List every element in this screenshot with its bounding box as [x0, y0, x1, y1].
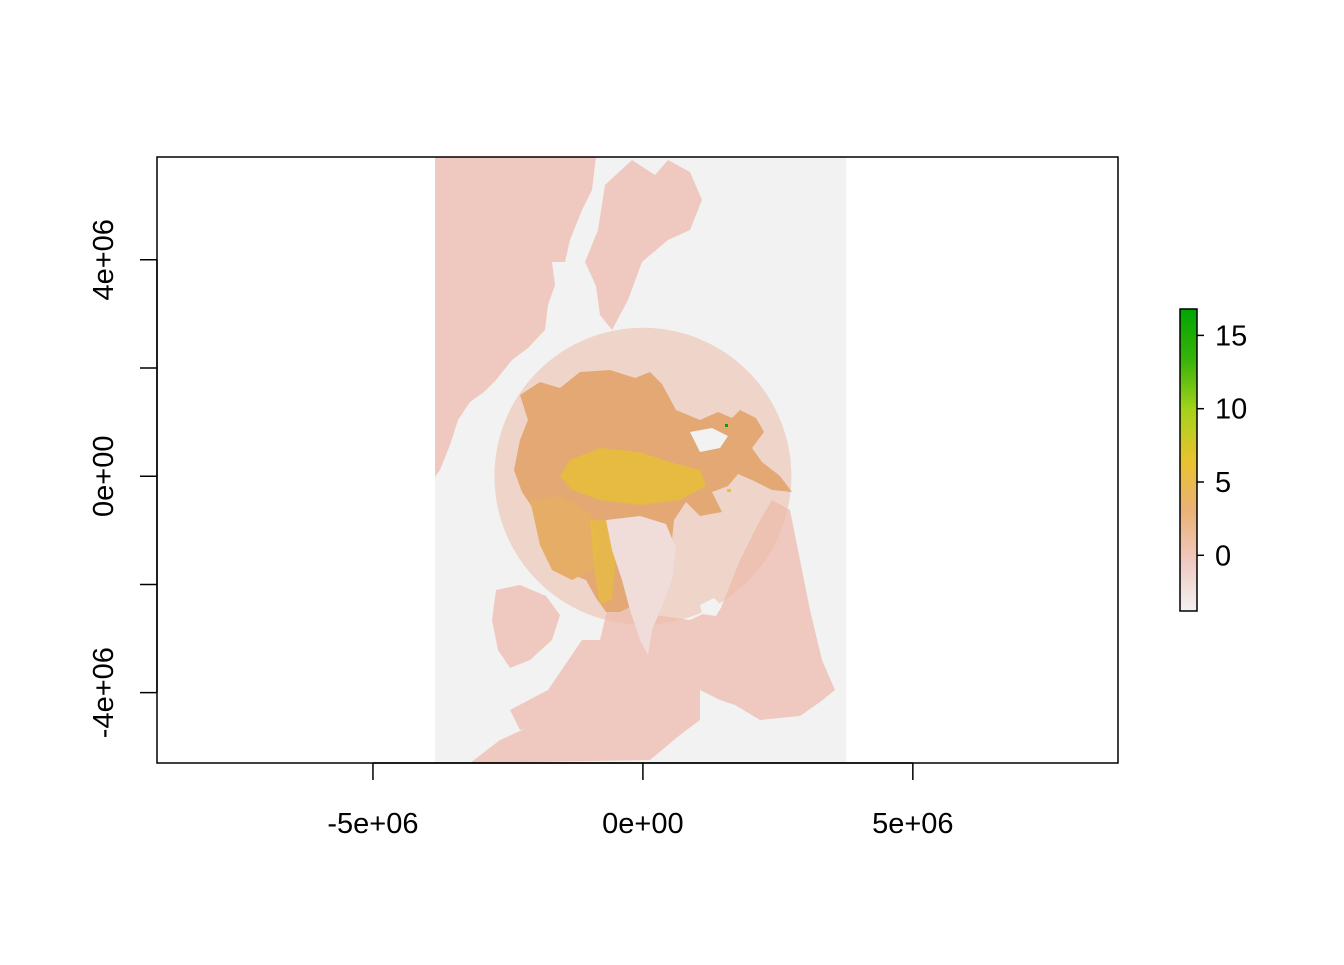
ice-strait-band: [590, 520, 616, 604]
x-tick-label: 0e+00: [602, 808, 683, 840]
hudson-bay-region: [492, 585, 560, 668]
legend-tick-label: 15: [1215, 320, 1247, 352]
legend-tick-label: 5: [1215, 467, 1231, 499]
y-tick-label: 4e+06: [88, 219, 120, 300]
west-atlantic-region: [510, 640, 600, 730]
color-legend: 0 5 10 15: [1179, 308, 1247, 612]
x-tick-label: -5e+06: [327, 808, 418, 840]
iceland-landmass: [700, 598, 722, 616]
y-axis: -4e+06 0e+00 4e+06: [88, 219, 158, 738]
okhotsk-sea-region: [585, 160, 702, 330]
canadian-archipelago-ice: [530, 496, 600, 580]
arctic-sea-ice-field: [514, 370, 792, 612]
legend-colorbar: [1179, 308, 1198, 612]
x-axis: -5e+06 0e+00 5e+06: [327, 762, 954, 840]
x-tick-label: 5e+06: [872, 808, 953, 840]
svalbard-landmass: [690, 428, 728, 452]
raster-map: [435, 157, 847, 763]
legend-tick-label: 0: [1215, 540, 1231, 572]
ice-high-values: [560, 448, 706, 505]
legend-tick-label: 10: [1215, 394, 1247, 426]
max-value-pixel: [725, 424, 728, 427]
y-tick-label: -4e+06: [88, 647, 120, 738]
y-tick-label: 0e+00: [88, 436, 120, 517]
pacific-ocean-region: [435, 157, 596, 478]
greenland-landmass: [606, 516, 676, 655]
high-value-pixel: [727, 489, 731, 492]
